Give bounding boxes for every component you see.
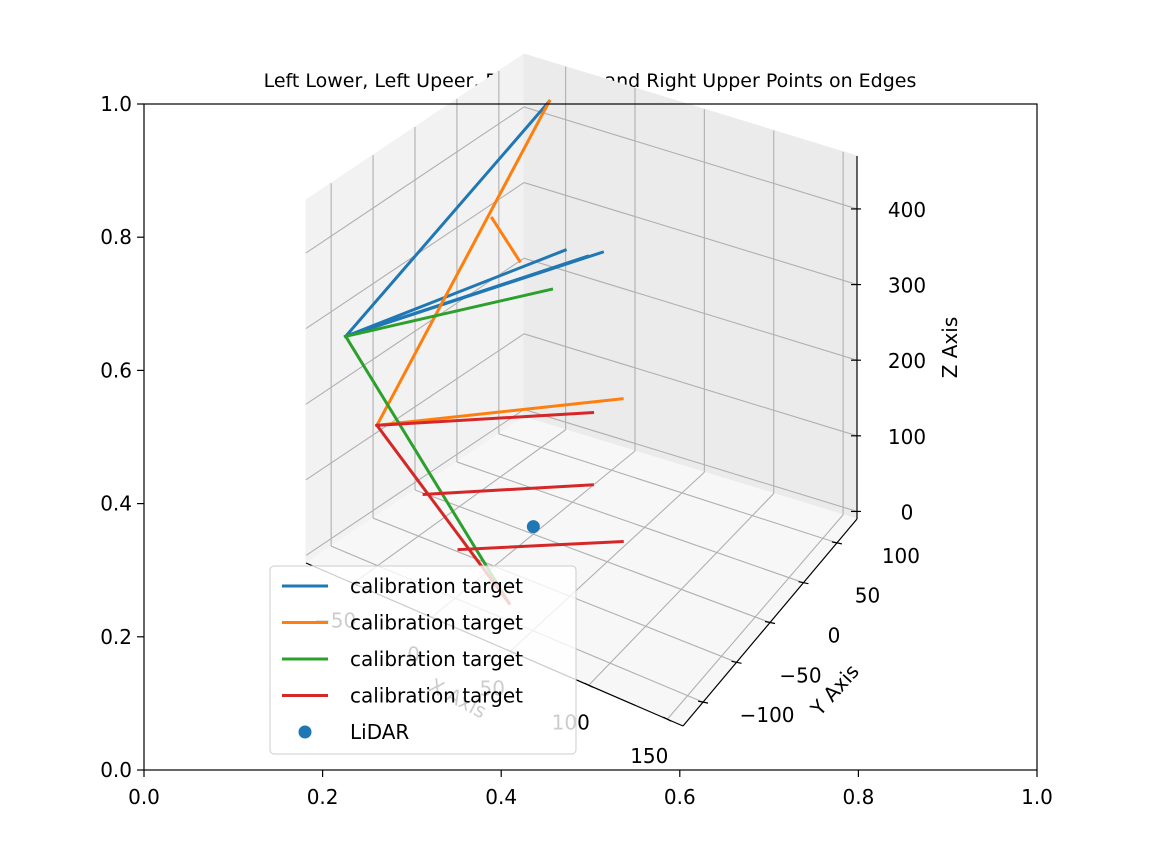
- legend-label: calibration target: [350, 647, 523, 671]
- y-tick-label: 0: [828, 624, 841, 648]
- outer-x-tick-label: 1.0: [1021, 785, 1053, 809]
- outer-y-tick-label: 0.4: [100, 492, 132, 516]
- 3d-data: [343, 99, 624, 606]
- grid-line-z-back: [523, 106, 858, 210]
- outer-y-tick-label: 0.8: [100, 225, 132, 249]
- outer-axes: 0.0 0.2 0.4 0.6 0.8 1.0 0.0 0.2 0.4 0.6 0.8 1.0: [100, 92, 1053, 809]
- z-tick-label: 0: [901, 500, 914, 524]
- y-axis-tick: [831, 541, 843, 545]
- series-line: [457, 540, 624, 552]
- grid-line-z-back: [523, 182, 858, 286]
- grid-line-z-left: [305, 106, 525, 254]
- x-axis-tick: [663, 716, 672, 722]
- outer-x-tick-label: 0.0: [128, 785, 160, 809]
- lidar-point: [526, 520, 540, 534]
- outer-y-tick-label: 0.6: [100, 358, 132, 382]
- z-tick-label: 100: [888, 425, 926, 449]
- legend-label: calibration target: [350, 684, 523, 708]
- outer-y-tick-label: 1.0: [100, 92, 132, 116]
- legend-marker: [298, 725, 312, 739]
- z-tick-label: 200: [888, 349, 926, 373]
- x-axis-tick: [584, 682, 594, 688]
- z-tick-label: 400: [888, 198, 926, 222]
- y-tick-label: 100: [882, 544, 920, 568]
- grid-line-z-back: [523, 257, 858, 361]
- x-tick-label: 150: [630, 744, 668, 768]
- series-line: [489, 216, 522, 264]
- series-line: [422, 483, 594, 496]
- z-tick-label: 300: [888, 274, 926, 298]
- series-line: [343, 248, 568, 339]
- y-tick-label: −50: [779, 663, 821, 687]
- legend-label: calibration target: [350, 611, 523, 635]
- series-line: [343, 99, 552, 339]
- outer-x-tick-label: 0.4: [485, 785, 517, 809]
- series-line: [375, 410, 595, 427]
- series-line: [375, 397, 624, 428]
- series-line: [343, 250, 605, 339]
- y-axis-tick: [697, 700, 709, 704]
- grid-line-y-floor: [456, 461, 804, 584]
- series-line: [343, 287, 554, 339]
- outer-x-tick-label: 0.2: [307, 785, 339, 809]
- grid-line-y-floor: [498, 433, 838, 544]
- series-line: [374, 99, 552, 428]
- legend-label: calibration target: [350, 574, 523, 598]
- series-line: [343, 334, 512, 606]
- y-axis-tick: [731, 660, 742, 664]
- grid-line-z-left: [305, 257, 525, 405]
- legend: calibration target calibration target cali…: [269, 565, 577, 755]
- grid-line-z-back: [523, 333, 858, 437]
- grid-line-z-left: [305, 333, 525, 481]
- outer-y-tick-label: 0.2: [100, 625, 132, 649]
- outer-x-tick-label: 0.8: [842, 785, 874, 809]
- legend-box: [269, 565, 577, 755]
- grid-line-y-floor: [414, 489, 771, 624]
- legend-label: LiDAR: [350, 720, 409, 744]
- outer-x-tick-label: 0.6: [664, 785, 696, 809]
- y-axis-tick: [764, 620, 776, 625]
- y-tick-label: 50: [855, 584, 880, 608]
- outer-y-tick-label: 0.0: [100, 758, 132, 782]
- y-tick-label: −100: [740, 703, 795, 727]
- y-axis-tick: [798, 581, 809, 585]
- z-axis-label: Z Axis: [938, 317, 962, 379]
- grid-line-z-left: [305, 408, 525, 556]
- grid-line-z-back: [523, 408, 858, 512]
- outer-axes-frame: [143, 103, 1038, 771]
